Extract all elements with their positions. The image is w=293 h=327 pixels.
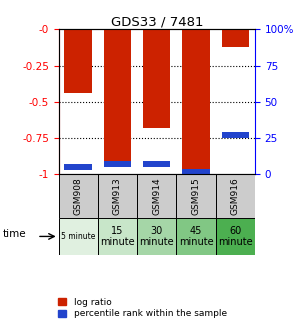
Bar (98, 218, 137, 255)
Bar (98, 174, 137, 218)
Text: GSM913: GSM913 (113, 177, 122, 215)
Text: time: time (3, 229, 27, 239)
Bar (216, 218, 255, 255)
Text: GSM914: GSM914 (152, 177, 161, 215)
Bar (216, 174, 255, 218)
Bar (176, 218, 216, 255)
Bar (64, 29, 92, 93)
Text: 15
minute: 15 minute (100, 226, 135, 247)
Bar (59, 174, 98, 218)
Text: 30
minute: 30 minute (139, 226, 174, 247)
Bar (143, 29, 171, 128)
Text: GSM908: GSM908 (74, 177, 83, 215)
Bar (64, 164, 92, 170)
Bar (104, 161, 131, 167)
Text: GSM916: GSM916 (231, 177, 240, 215)
Bar (143, 161, 171, 167)
Bar (182, 29, 210, 174)
Text: 45
minute: 45 minute (179, 226, 213, 247)
Text: 5 minute: 5 minute (61, 232, 96, 241)
Bar (182, 168, 210, 174)
Bar (59, 218, 98, 255)
Title: GDS33 / 7481: GDS33 / 7481 (110, 15, 203, 28)
Bar (137, 218, 176, 255)
Bar (222, 29, 249, 47)
Text: 60
minute: 60 minute (218, 226, 253, 247)
Bar (137, 174, 176, 218)
Text: GSM915: GSM915 (192, 177, 200, 215)
Bar (104, 29, 131, 167)
Bar (176, 174, 216, 218)
Bar (222, 132, 249, 138)
Legend: log ratio, percentile rank within the sample: log ratio, percentile rank within the sa… (57, 297, 228, 319)
